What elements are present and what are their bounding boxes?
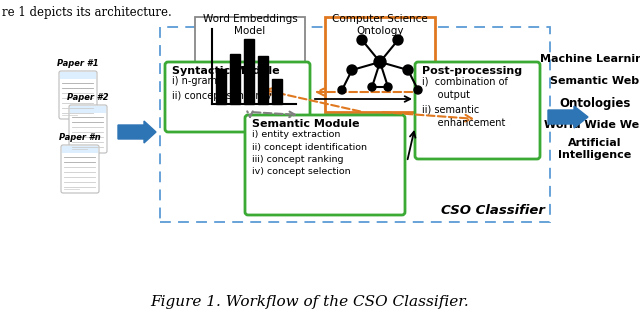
- Text: Machine Learning: Machine Learning: [540, 54, 640, 64]
- Bar: [60, 72, 96, 79]
- Text: Word Embeddings
Model: Word Embeddings Model: [203, 14, 298, 36]
- Bar: [62, 146, 98, 153]
- Circle shape: [384, 83, 392, 91]
- FancyBboxPatch shape: [61, 145, 99, 193]
- FancyBboxPatch shape: [69, 105, 107, 153]
- FancyBboxPatch shape: [59, 71, 97, 119]
- Text: Paper #1: Paper #1: [57, 59, 99, 68]
- Circle shape: [347, 65, 357, 75]
- Circle shape: [374, 56, 386, 68]
- Text: Artificial
Intelligence: Artificial Intelligence: [558, 138, 632, 160]
- Circle shape: [357, 35, 367, 45]
- Circle shape: [338, 86, 346, 94]
- FancyBboxPatch shape: [165, 62, 310, 132]
- Circle shape: [403, 65, 413, 75]
- Circle shape: [368, 83, 376, 91]
- Bar: [244, 39, 254, 104]
- Text: Semantic Web: Semantic Web: [550, 76, 639, 86]
- Text: Paper #2: Paper #2: [67, 93, 109, 102]
- FancyArrow shape: [118, 121, 156, 143]
- Text: i) entity extraction
ii) concept identification
iii) concept ranking
iv) concept: i) entity extraction ii) concept identif…: [252, 130, 367, 177]
- Text: Computer Science
Ontology: Computer Science Ontology: [332, 14, 428, 36]
- Text: Post-processing: Post-processing: [422, 66, 522, 76]
- Bar: [230, 54, 240, 104]
- Circle shape: [393, 35, 403, 45]
- Bar: [195, 17, 305, 112]
- Text: CSO Classifier: CSO Classifier: [441, 204, 545, 217]
- Bar: [216, 69, 226, 104]
- Bar: [272, 79, 282, 104]
- FancyBboxPatch shape: [415, 62, 540, 159]
- Circle shape: [414, 86, 422, 94]
- Bar: [70, 106, 106, 113]
- Text: Semantic Module: Semantic Module: [252, 119, 360, 129]
- FancyArrow shape: [548, 106, 588, 128]
- Text: re 1 depicts its architecture.: re 1 depicts its architecture.: [2, 6, 172, 19]
- Text: Syntactic Module: Syntactic Module: [172, 66, 280, 76]
- Text: Ontologies: Ontologies: [559, 96, 630, 109]
- FancyBboxPatch shape: [245, 115, 405, 215]
- Bar: [325, 17, 435, 112]
- Text: Paper #n: Paper #n: [59, 133, 101, 142]
- Text: Figure 1. Workflow of the CSO Classifier.: Figure 1. Workflow of the CSO Classifier…: [150, 295, 469, 309]
- Text: World Wide Web: World Wide Web: [543, 120, 640, 130]
- Text: i)  combination of
     output
ii) semantic
     enhancement: i) combination of output ii) semantic en…: [422, 76, 508, 128]
- Bar: [160, 27, 550, 222]
- Text: i) n-grams
ii) concept similarity: i) n-grams ii) concept similarity: [172, 76, 272, 101]
- Bar: [258, 56, 268, 104]
